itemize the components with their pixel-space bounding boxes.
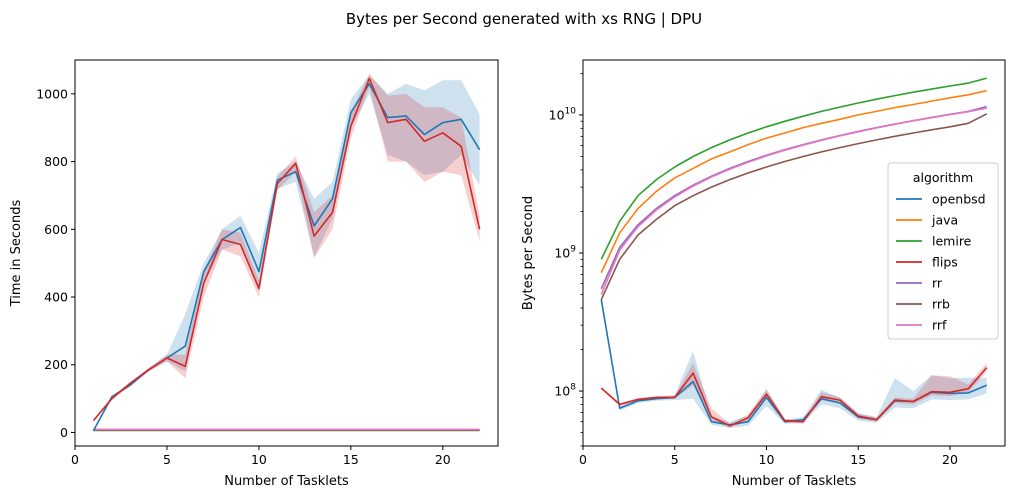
series-line-lemire (600, 77, 987, 260)
x-tick-label: 20 (942, 452, 958, 467)
legend-box (887, 162, 999, 340)
x-tick-label: 10 (759, 452, 775, 467)
y-tick-label: 109 (554, 245, 576, 261)
figure-title: Bytes per Second generated with xs RNG |… (346, 10, 702, 28)
legend-label-lemire: lemire (932, 234, 972, 249)
x-tick-label: 5 (671, 452, 679, 467)
x-axis-label: Number of Tasklets (732, 474, 857, 489)
confidence-band-openbsd (601, 297, 987, 428)
y-tick-label: 108 (554, 383, 576, 399)
y-axis-label: Time in Seconds (9, 200, 24, 308)
legend-label-openbsd: openbsd (932, 192, 986, 207)
legend: algorithm openbsd java lemire flips rr rrb rrf (887, 162, 999, 340)
x-tick-label: 15 (343, 452, 359, 467)
confidence-band-flips (93, 73, 480, 422)
confidence-band-flips (601, 362, 987, 428)
x-tick-label: 0 (579, 452, 587, 467)
y-tick-label: 800 (44, 154, 68, 169)
series-line-flips (600, 367, 988, 427)
y-tick-exponent: 10 (565, 106, 577, 116)
y-tick-label: 0 (60, 425, 68, 440)
y-tick-label: 1000 (36, 86, 68, 101)
legend-label-java: java (931, 213, 958, 228)
y-tick-exponent: 8 (570, 383, 576, 393)
x-tick-label: 20 (435, 452, 451, 467)
y-tick-exponent: 9 (570, 245, 576, 255)
x-tick-label: 5 (163, 452, 171, 467)
legend-label-rrf: rrf (932, 318, 947, 333)
x-tick-label: 15 (850, 452, 866, 467)
y-tick-label: 600 (44, 222, 68, 237)
y-tick-base: 10 (554, 384, 570, 399)
series-line-rrf (600, 107, 987, 295)
legend-title: algorithm (913, 170, 973, 185)
series-line-java (600, 89, 987, 274)
series-line-flips (92, 77, 481, 422)
y-tick-label: 400 (44, 290, 68, 305)
legend-label-flips: flips (932, 255, 958, 270)
series-line-rrb (600, 113, 988, 300)
legend-label-rrb: rrb (932, 297, 950, 312)
legend-label-rr: rr (932, 276, 943, 291)
y-tick-base: 10 (549, 107, 565, 122)
y-tick-label: 200 (44, 357, 68, 372)
axes-frame (74, 59, 499, 447)
y-tick-base: 10 (554, 246, 570, 261)
x-tick-label: 0 (71, 452, 79, 467)
x-tick-label: 10 (251, 452, 267, 467)
y-axis-label: Bytes per Second (521, 196, 536, 310)
x-axis-label: Number of Tasklets (224, 474, 349, 489)
y-tick-label: 1010 (549, 106, 577, 122)
